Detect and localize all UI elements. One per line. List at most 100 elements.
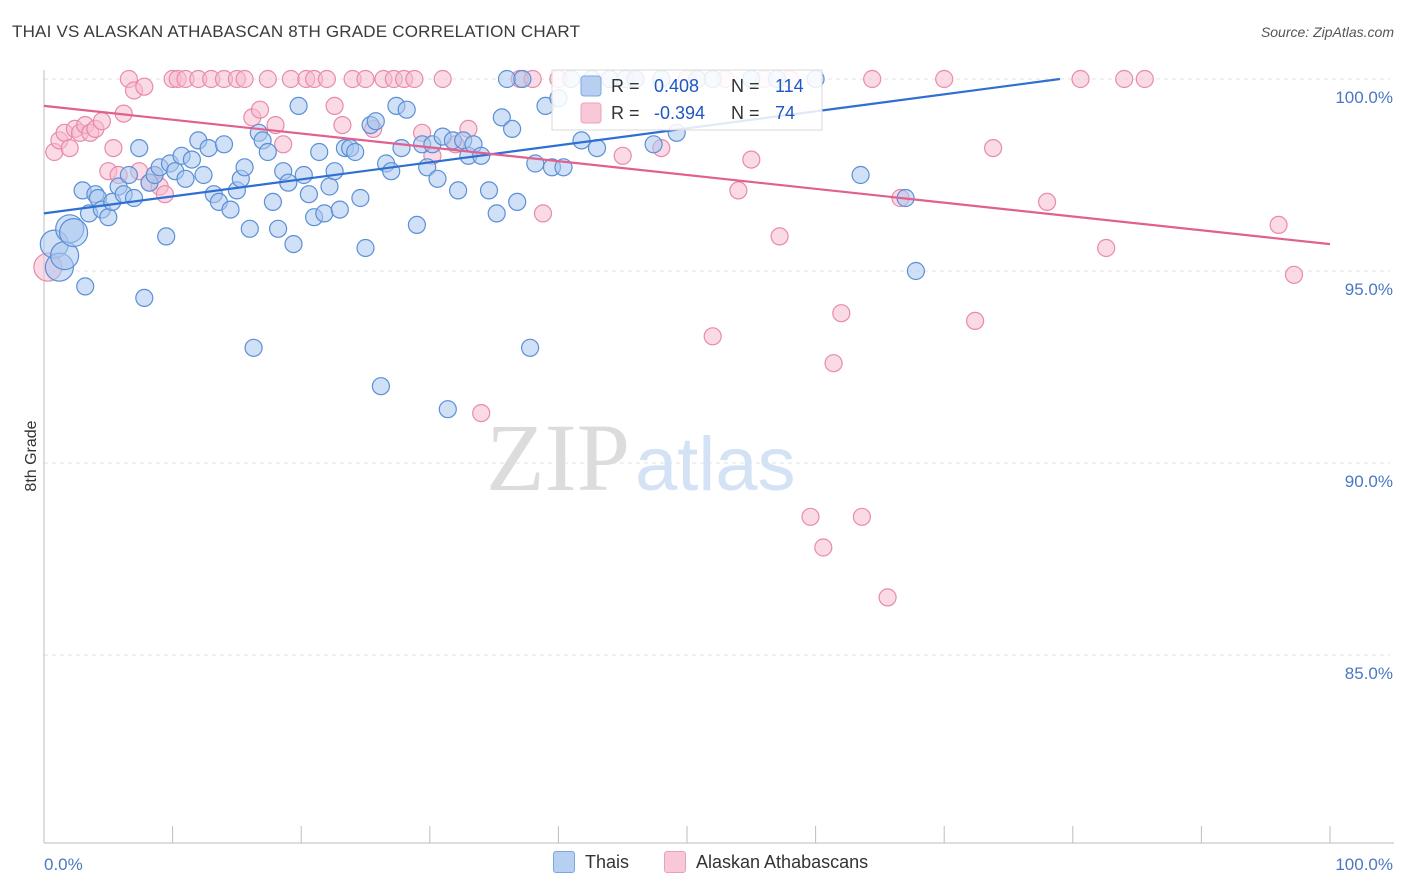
thais-point — [356, 238, 375, 258]
alaskan-athabascans-point — [60, 139, 79, 158]
thais-point — [258, 142, 277, 162]
thais-point — [366, 112, 385, 131]
thais-point — [325, 162, 344, 181]
alaskan-athabascans-point — [729, 181, 748, 200]
legend-item-thais[interactable]: Thais — [553, 851, 629, 873]
stats-r-value: 0.408 — [654, 76, 699, 96]
alaskan-athabascans-point — [935, 69, 954, 89]
thais-point — [587, 139, 607, 158]
alaskan-athabascans-point — [1071, 69, 1090, 89]
stats-n-label: N = — [731, 76, 760, 96]
stats-r-value: -0.394 — [654, 103, 705, 123]
alaskan-athabascans-point — [433, 69, 452, 89]
alaskan-athabascans-point — [832, 304, 851, 323]
trend-line-alaskan-athabascans — [43, 104, 1331, 246]
thais-point — [320, 177, 339, 196]
thais-point — [58, 218, 89, 248]
alaskan-athabascans-point — [801, 507, 820, 526]
thais-point — [513, 69, 532, 89]
watermark-atlas: atlas — [635, 422, 796, 507]
thais-point — [851, 165, 870, 185]
thais-point — [235, 158, 254, 177]
thais-point — [284, 235, 303, 254]
thais-point — [76, 277, 95, 296]
alaskan-athabascans-point — [1269, 215, 1288, 234]
alaskan-athabascans-point — [405, 69, 424, 89]
legend-swatch-alaskan-athabascans — [664, 851, 686, 873]
thais-point — [371, 377, 390, 396]
watermark-zip: ZIP — [486, 404, 630, 511]
source-label: Source: ZipAtlas.com — [1260, 24, 1394, 40]
stats-r-label: R = — [611, 103, 640, 123]
thais-point — [130, 139, 149, 158]
thais-point — [497, 69, 517, 89]
alaskan-athabascans-point — [1135, 69, 1154, 89]
thais-point — [382, 162, 401, 181]
alaskan-athabascans-point — [613, 146, 632, 165]
thais-point — [214, 135, 234, 154]
alaskan-athabascans-point — [742, 150, 761, 169]
alaskan-athabascans-point — [250, 100, 270, 119]
thais-point — [906, 261, 926, 281]
thais-point — [299, 185, 318, 204]
alaskan-athabascans-point — [155, 185, 174, 204]
thais-point — [487, 204, 506, 223]
thais-point — [157, 227, 176, 246]
alaskan-athabascans-point — [104, 139, 123, 158]
trend-lines — [43, 77, 1331, 246]
tick-labels: 100.0% 95.0% 90.0% 85.0% 0.0% 100.0% 8th Grade — [23, 88, 1393, 874]
watermark: ZIP atlas — [486, 404, 796, 511]
legend-label-thais: Thais — [585, 851, 630, 872]
alaskan-athabascans-point — [274, 135, 293, 154]
thais-point — [269, 219, 288, 238]
thais-point — [449, 181, 468, 200]
trend-line-thais — [43, 77, 1061, 215]
alaskan-athabascans-point — [814, 538, 833, 557]
legend-item-alaskan-athabascans[interactable]: Alaskan Athabascans — [664, 851, 868, 873]
alaskan-athabascans-point — [258, 69, 277, 89]
thais-point — [644, 135, 663, 154]
alaskan-athabascans-point — [472, 404, 491, 423]
alaskan-athabascans-point — [1115, 69, 1134, 89]
stats-n-value: 114 — [775, 76, 804, 96]
thais-point — [263, 192, 282, 211]
thais-point — [294, 165, 313, 185]
thais-point — [346, 142, 365, 162]
alaskan-athabascans-point — [703, 327, 722, 346]
legend-swatch-thais — [553, 851, 575, 873]
alaskan-athabascans-point — [135, 77, 154, 96]
thais-point — [315, 204, 334, 223]
alaskan-athabascans-point — [1037, 192, 1057, 211]
thais-point — [182, 150, 201, 169]
stats-n-label: N = — [731, 103, 760, 123]
thais-point — [407, 215, 426, 234]
y-tick-label: 100.0% — [1335, 88, 1393, 107]
x-tick-label: 100.0% — [1335, 855, 1393, 874]
thais-point — [428, 169, 447, 188]
legend-label-alaskan-athabascans: Alaskan Athabascans — [696, 851, 869, 872]
stats-legend: R = 0.408 N = 114 R = -0.394 N = 74 — [551, 69, 823, 131]
thais-point — [240, 219, 259, 238]
thais-point — [397, 100, 416, 119]
alaskan-athabascans-point — [325, 96, 344, 116]
bottom-legend: Thais Alaskan Athabascans — [0, 851, 1406, 877]
thais-point — [492, 108, 511, 127]
thais-point — [119, 165, 138, 185]
thais-point — [194, 165, 213, 185]
alaskan-athabascans-point — [824, 354, 843, 373]
stats-swatch — [580, 75, 602, 97]
y-tick-label: 90.0% — [1345, 472, 1393, 491]
alaskan-athabascans-point — [356, 69, 375, 89]
thais-point — [479, 181, 499, 200]
alaskan-athabascans-point — [965, 311, 985, 330]
alaskan-athabascans-point — [281, 69, 300, 89]
alaskan-athabascans-point — [92, 112, 112, 131]
thais-point — [221, 200, 240, 219]
alaskan-athabascans-point — [983, 139, 1003, 158]
alaskan-athabascans-point — [317, 69, 336, 89]
y-axis-label: 8th Grade — [23, 420, 40, 491]
y-tick-label: 85.0% — [1345, 664, 1393, 683]
thais-point — [199, 139, 218, 158]
thais-point — [124, 188, 144, 208]
alaskan-athabascans-point — [1284, 265, 1304, 284]
